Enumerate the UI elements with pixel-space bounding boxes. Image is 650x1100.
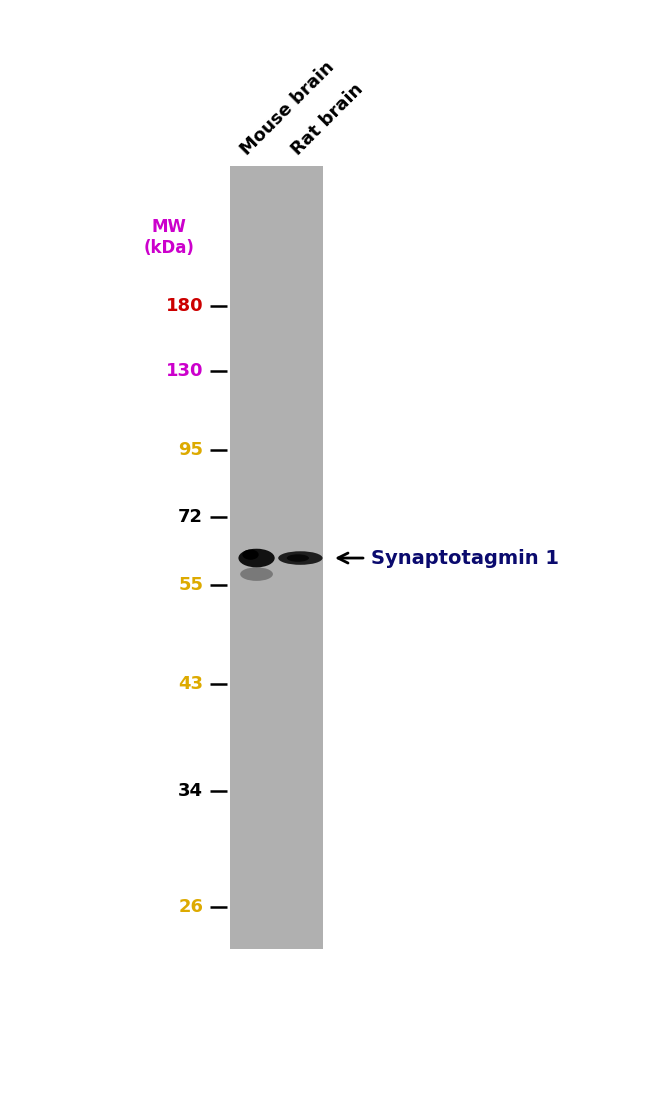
Text: 95: 95 (178, 441, 203, 459)
Text: Mouse brain: Mouse brain (237, 58, 338, 160)
Ellipse shape (240, 568, 273, 581)
Text: 26: 26 (178, 898, 203, 916)
Text: 34: 34 (178, 782, 203, 800)
Ellipse shape (242, 550, 259, 560)
Text: 180: 180 (166, 297, 203, 315)
Ellipse shape (278, 551, 322, 564)
Ellipse shape (287, 554, 309, 562)
Text: 72: 72 (178, 508, 203, 527)
Text: Rat brain: Rat brain (288, 80, 367, 160)
Text: MW
(kDa): MW (kDa) (144, 219, 195, 257)
Text: Synaptotagmin 1: Synaptotagmin 1 (371, 549, 559, 568)
FancyBboxPatch shape (230, 166, 323, 949)
Text: 55: 55 (178, 576, 203, 594)
Text: 43: 43 (178, 675, 203, 693)
Ellipse shape (239, 549, 275, 568)
Text: 130: 130 (166, 362, 203, 380)
